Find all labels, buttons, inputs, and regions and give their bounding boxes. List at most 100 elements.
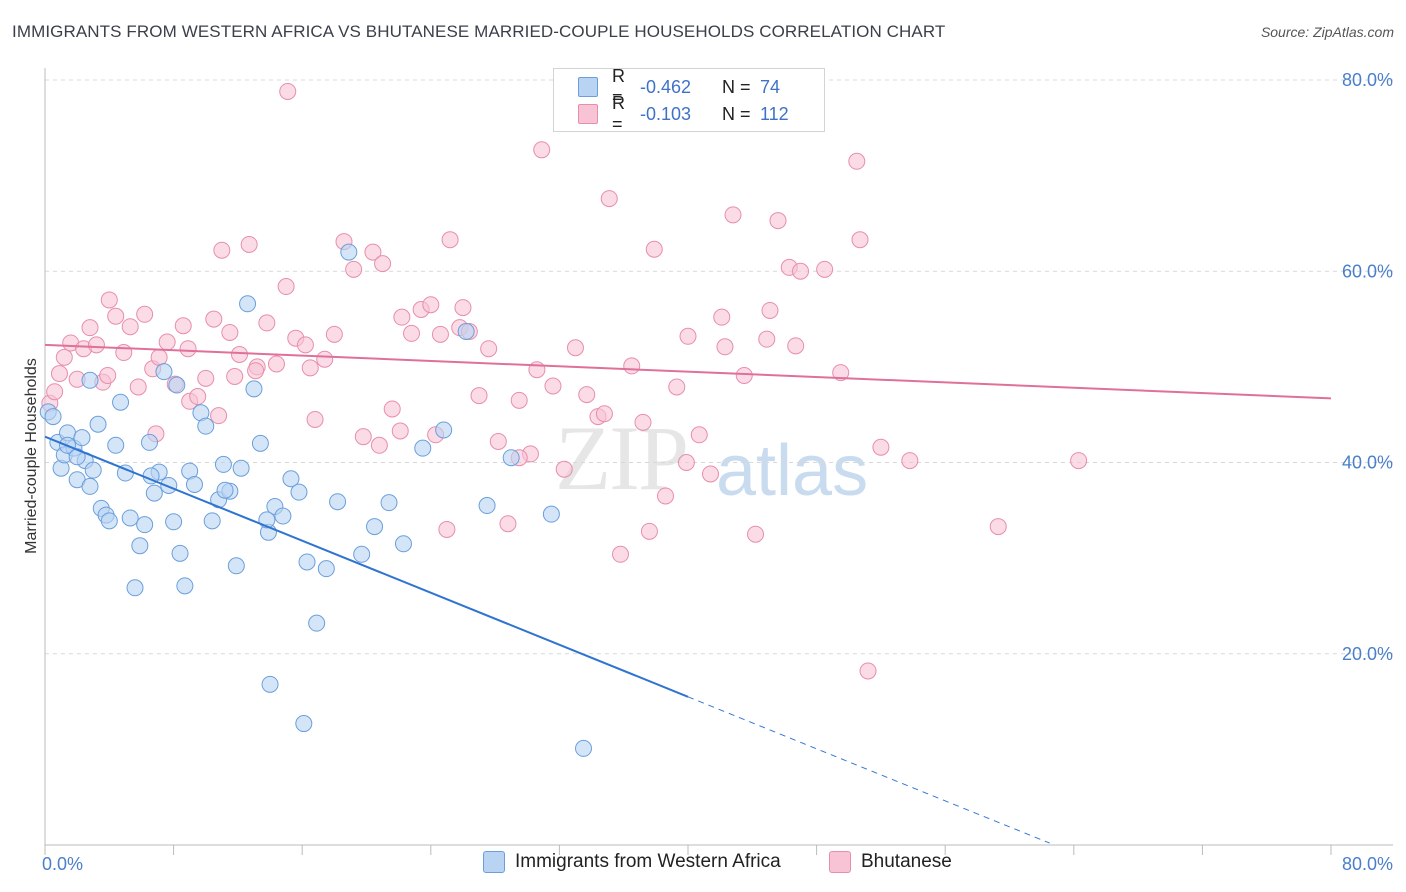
western-africa-point — [197, 417, 215, 435]
western-africa-point — [126, 579, 144, 597]
bhutanese-point — [189, 388, 207, 406]
western-africa-point — [251, 434, 269, 452]
y-tick-label: 80.0% — [1342, 70, 1393, 90]
bhutanese-point — [240, 235, 258, 253]
bhutanese-point — [301, 359, 319, 377]
bhutanese-point — [422, 296, 440, 314]
y-tick-label: 40.0% — [1342, 453, 1393, 473]
watermark-atlas: atlas — [716, 431, 869, 511]
western-africa-point — [89, 415, 107, 433]
western-africa-point — [245, 380, 263, 398]
western-africa-point — [168, 376, 186, 394]
r-label: R = — [612, 66, 625, 107]
bhutanese-point — [1070, 452, 1088, 470]
western-africa-point — [329, 493, 347, 511]
legend-label: Bhutanese — [861, 851, 952, 872]
bhutanese-point — [393, 308, 411, 326]
stats-row-bhutanese: R = -0.103 N = 112 — [578, 93, 789, 134]
bhutanese-point — [213, 241, 231, 259]
bhutanese-point — [226, 367, 244, 385]
tick-labels: 20.0% 40.0% 60.0% 80.0% 0.0% 80.0% — [42, 70, 1393, 874]
bhutanese-point — [325, 325, 343, 343]
bhutanese-point — [100, 291, 118, 309]
western-africa-point — [435, 421, 453, 439]
bhutanese-point — [578, 386, 596, 404]
western-africa-point — [380, 494, 398, 512]
bhutanese-point — [724, 206, 742, 224]
bhutanese-point — [792, 262, 810, 280]
bhutanese-point — [623, 357, 641, 375]
western-africa-point — [227, 557, 245, 575]
western-africa-points — [39, 243, 593, 757]
legend-item-bhutanese[interactable]: Bhutanese — [829, 851, 952, 873]
western-africa-point — [100, 512, 118, 530]
bhutanese-trend-line — [44, 343, 1332, 400]
western-africa-point — [136, 516, 154, 534]
stats-legend: R = -0.462 N = 74 R = -0.103 N = 112 — [553, 66, 825, 134]
bhutanese-point — [247, 362, 265, 380]
bhutanese-point — [832, 364, 850, 382]
bhutanese-point — [129, 378, 147, 396]
y-axis-title: Married-couple Households — [23, 358, 40, 554]
bhutanese-point — [121, 318, 139, 336]
western-africa-point — [185, 475, 203, 493]
x-tick-label: 80.0% — [1342, 854, 1393, 874]
bhutanese-point — [735, 366, 753, 384]
bhutanese-point — [555, 460, 573, 478]
bhutanese-point — [747, 525, 765, 543]
western-africa-point — [171, 544, 189, 562]
western-africa-point — [457, 322, 475, 340]
bhutanese-point — [656, 487, 674, 505]
bhutanese-point — [761, 301, 779, 319]
western-africa-point — [131, 537, 149, 555]
bhutanese-point — [210, 407, 228, 425]
bhutanese-point — [677, 454, 695, 471]
bhutanese-point — [316, 350, 334, 368]
western-africa-point — [478, 497, 496, 515]
western-africa-point — [44, 408, 62, 426]
bhutanese-point — [279, 82, 297, 100]
bhutanese-point — [787, 337, 805, 355]
western-africa-point — [176, 577, 194, 595]
r-value: -0.103 — [640, 103, 692, 124]
bhutanese-point — [901, 452, 919, 470]
legend-item-western-africa[interactable]: Immigrants from Western Africa — [483, 851, 781, 873]
n-label: N = — [722, 103, 751, 124]
western-africa-point — [81, 477, 99, 495]
bhutanese-point — [816, 260, 834, 278]
bhutanese-point — [859, 662, 877, 680]
western-africa-point — [542, 505, 560, 523]
bhutanese-point — [55, 348, 73, 366]
bhutanese-point — [345, 260, 363, 278]
bhutanese-point — [306, 410, 324, 428]
trend-lines — [44, 343, 1332, 844]
bhutanese-point — [277, 278, 295, 296]
r-value: -0.462 — [640, 76, 692, 97]
bhutanese-point — [136, 305, 154, 323]
r-label: R = — [612, 93, 625, 134]
bhutanese-point — [391, 422, 409, 440]
bhutanese-point — [46, 383, 64, 401]
n-value: 112 — [760, 103, 789, 124]
western-africa-point — [140, 433, 158, 451]
bhutanese-point — [383, 400, 401, 418]
bhutanese-point — [645, 240, 663, 258]
bhutanese-point — [679, 327, 697, 345]
bhutanese-point — [851, 231, 869, 249]
bhutanese-point — [668, 378, 686, 396]
y-tick-label: 60.0% — [1342, 261, 1393, 281]
bhutanese-point — [150, 348, 168, 366]
bhutanese-point — [441, 231, 459, 249]
western-africa-point — [160, 476, 178, 494]
western-africa-point — [73, 429, 91, 447]
bhutanese-point — [566, 339, 584, 357]
western-africa-point — [239, 295, 257, 313]
bhutanese-point — [533, 141, 551, 159]
source-label: Source: ZipAtlas.com — [1260, 24, 1394, 40]
western-africa-point — [317, 560, 335, 578]
western-africa-point — [81, 371, 99, 389]
bhutanese-point — [702, 465, 720, 483]
western-africa-point — [216, 481, 234, 499]
western-africa-point — [394, 535, 412, 553]
